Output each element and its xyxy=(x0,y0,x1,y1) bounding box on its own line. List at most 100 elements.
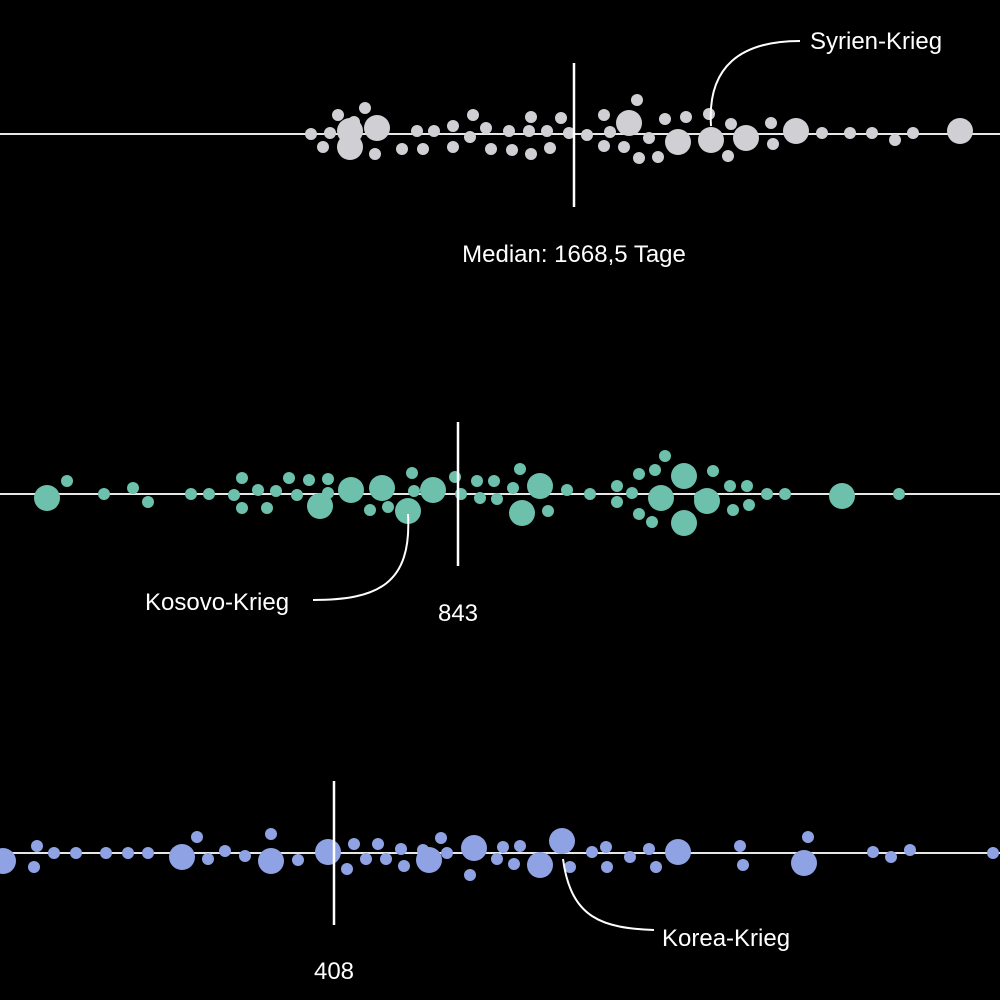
data-point xyxy=(527,852,553,878)
data-point xyxy=(650,861,662,873)
median-label: 408 xyxy=(314,958,354,985)
data-point xyxy=(724,480,736,492)
data-point xyxy=(142,847,154,859)
data-point xyxy=(61,475,73,487)
data-point xyxy=(725,118,737,130)
data-point xyxy=(743,499,755,511)
data-point xyxy=(733,125,759,151)
data-point xyxy=(523,125,535,137)
data-point xyxy=(618,141,630,153)
data-point xyxy=(648,485,674,511)
data-point xyxy=(671,463,697,489)
data-point xyxy=(694,488,720,514)
annotation-label: Korea-Krieg xyxy=(662,925,790,952)
data-point xyxy=(142,496,154,508)
data-point xyxy=(127,482,139,494)
data-point xyxy=(406,467,418,479)
data-point xyxy=(474,492,486,504)
row-syrien: Median: 1668,5 Tage Syrien-Krieg xyxy=(0,28,1000,268)
data-point xyxy=(601,861,613,873)
data-point xyxy=(98,488,110,500)
data-point xyxy=(631,94,643,106)
data-point xyxy=(420,477,446,503)
data-point xyxy=(34,485,60,511)
data-point xyxy=(202,853,214,865)
data-point xyxy=(461,835,487,861)
data-point xyxy=(765,117,777,129)
data-point xyxy=(491,493,503,505)
annotation-connector xyxy=(562,858,655,931)
data-point xyxy=(767,138,779,150)
data-point xyxy=(844,127,856,139)
data-point xyxy=(722,150,734,162)
data-point xyxy=(563,127,575,139)
data-point xyxy=(737,859,749,871)
data-point xyxy=(252,484,264,496)
data-point xyxy=(303,474,315,486)
data-point xyxy=(369,148,381,160)
data-point xyxy=(283,472,295,484)
data-point xyxy=(258,848,284,874)
data-point xyxy=(428,125,440,137)
data-point xyxy=(203,488,215,500)
data-point xyxy=(48,847,60,859)
data-point xyxy=(305,128,317,140)
data-point xyxy=(665,129,691,155)
data-point xyxy=(525,111,537,123)
data-point xyxy=(169,844,195,870)
data-point xyxy=(359,102,371,114)
data-point xyxy=(322,487,334,499)
data-point xyxy=(348,116,360,128)
data-point xyxy=(829,483,855,509)
data-point xyxy=(480,122,492,134)
data-point xyxy=(779,488,791,500)
data-point xyxy=(680,111,692,123)
data-point xyxy=(600,841,612,853)
data-point xyxy=(659,113,671,125)
data-point xyxy=(315,839,341,865)
data-point xyxy=(307,493,333,519)
data-point xyxy=(228,489,240,501)
data-point xyxy=(70,847,82,859)
data-point xyxy=(646,516,658,528)
data-point xyxy=(633,468,645,480)
data-point xyxy=(364,115,390,141)
data-point xyxy=(291,489,303,501)
data-point xyxy=(503,125,515,137)
data-point xyxy=(447,120,459,132)
data-point xyxy=(541,125,553,137)
annotation-connector xyxy=(709,40,801,127)
data-point xyxy=(337,134,363,160)
data-point xyxy=(341,863,353,875)
row-kosovo: 843 Kosovo-Krieg xyxy=(0,422,1000,627)
data-point xyxy=(626,487,638,499)
data-point xyxy=(514,840,526,852)
data-point xyxy=(417,143,429,155)
data-point xyxy=(507,482,519,494)
data-point xyxy=(447,141,459,153)
data-point xyxy=(561,484,573,496)
data-point xyxy=(761,488,773,500)
data-point xyxy=(435,832,447,844)
data-point xyxy=(741,480,753,492)
data-point xyxy=(671,510,697,536)
data-point xyxy=(261,502,273,514)
data-point xyxy=(0,848,16,874)
data-point xyxy=(239,850,251,862)
data-point xyxy=(616,110,642,136)
median-label: Median: 1668,5 Tage xyxy=(462,241,686,268)
data-point xyxy=(191,831,203,843)
data-point xyxy=(317,141,329,153)
data-point xyxy=(338,477,364,503)
annotation-label: Syrien-Krieg xyxy=(810,28,942,55)
data-point xyxy=(464,869,476,881)
annotation-connector xyxy=(312,513,410,601)
row-korea: 408 Korea-Krieg xyxy=(0,781,1000,985)
data-point xyxy=(408,485,420,497)
data-point xyxy=(514,463,526,475)
data-point xyxy=(380,853,392,865)
data-point xyxy=(598,109,610,121)
data-point xyxy=(398,860,410,872)
data-point xyxy=(497,841,509,853)
